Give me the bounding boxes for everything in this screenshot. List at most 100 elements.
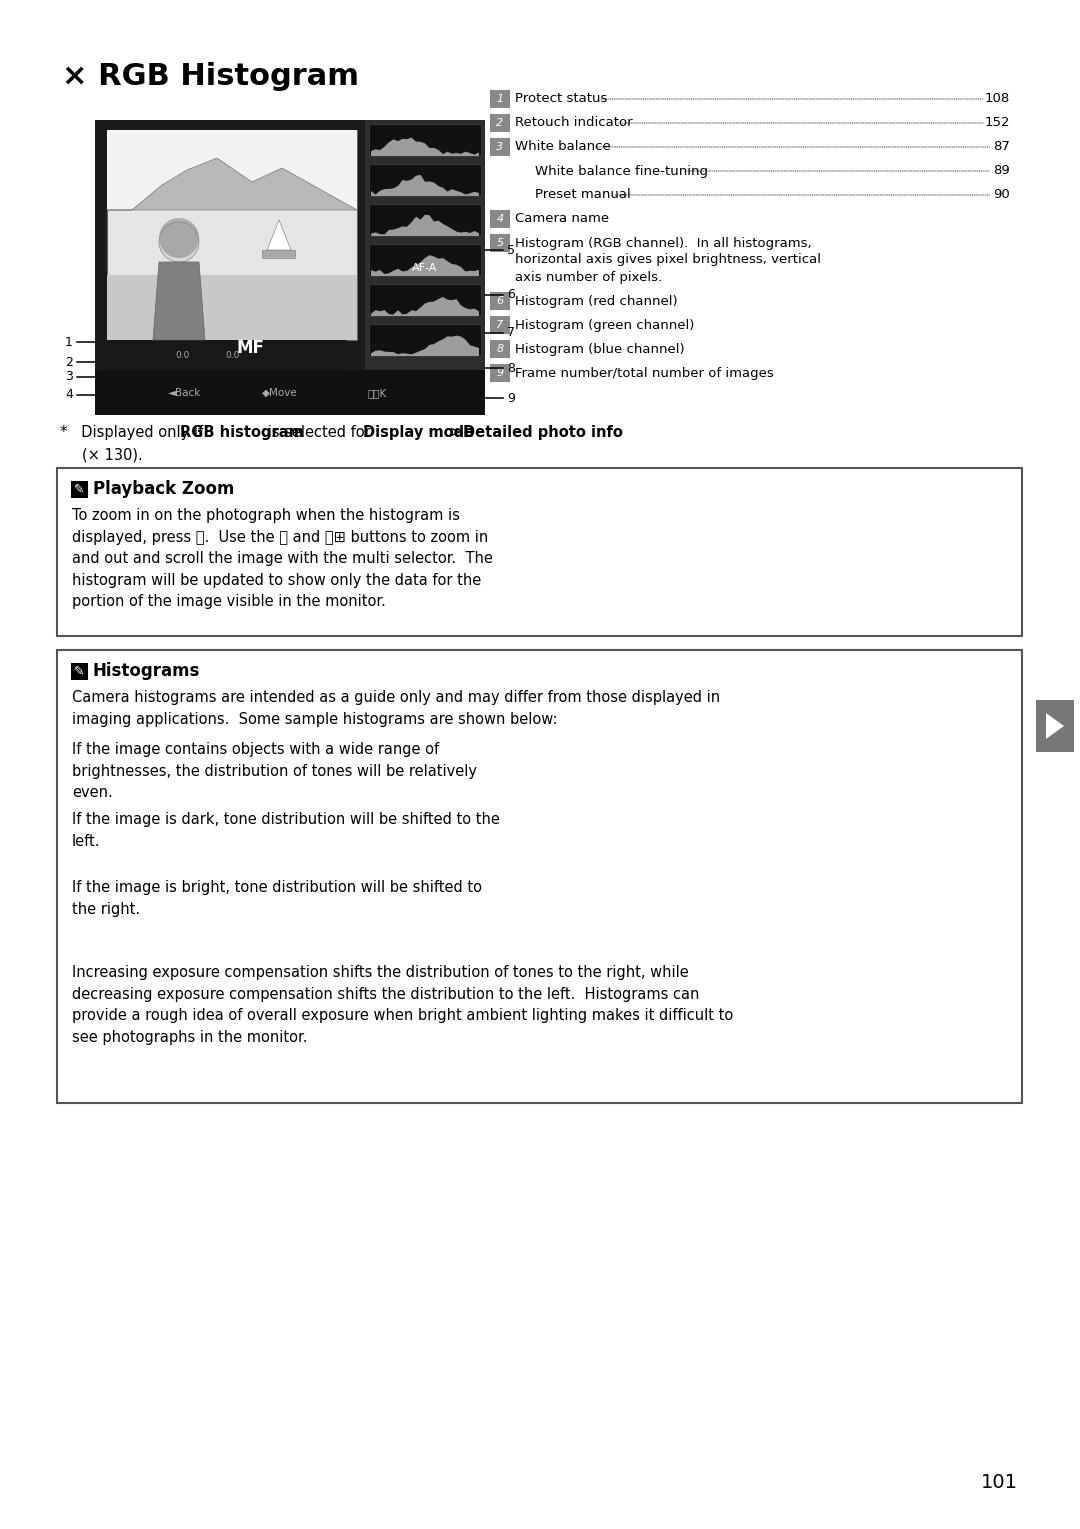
Text: 7: 7 — [497, 320, 503, 330]
Bar — [369, 203, 481, 235]
Text: Detailed photo info: Detailed photo info — [463, 425, 623, 440]
Text: If the image is dark, tone distribution will be shifted to the
left.: If the image is dark, tone distribution … — [72, 812, 500, 849]
Text: 4: 4 — [497, 214, 503, 225]
Text: × RGB Histogram: × RGB Histogram — [62, 63, 359, 92]
Text: Displayed only if: Displayed only if — [72, 425, 207, 440]
Polygon shape — [372, 174, 480, 196]
Text: 89: 89 — [994, 165, 1010, 177]
Bar — [71, 664, 87, 680]
Text: horizontal axis gives pixel brightness, vertical: horizontal axis gives pixel brightness, … — [515, 254, 821, 266]
Text: Histogram (blue channel): Histogram (blue channel) — [515, 342, 685, 356]
Text: Frame number/total number of images: Frame number/total number of images — [515, 367, 773, 379]
Bar — [490, 234, 510, 252]
Bar — [490, 339, 510, 358]
Bar — [262, 251, 295, 258]
Text: White balance fine-tuning: White balance fine-tuning — [535, 165, 708, 177]
Text: >: > — [445, 425, 467, 440]
Text: White balance: White balance — [515, 141, 611, 153]
Text: 6: 6 — [507, 289, 515, 301]
Text: ◄Back: ◄Back — [168, 388, 202, 398]
Bar — [369, 124, 481, 156]
Text: Histogram (red channel): Histogram (red channel) — [515, 295, 677, 307]
Bar — [107, 130, 357, 209]
Text: MF: MF — [237, 339, 264, 356]
Bar — [369, 164, 481, 196]
Text: If the image contains objects with a wide range of
brightnesses, the distributio: If the image contains objects with a wid… — [72, 742, 477, 800]
Text: Display mode: Display mode — [363, 425, 474, 440]
Polygon shape — [267, 220, 291, 251]
Text: 0.0: 0.0 — [175, 350, 189, 359]
Text: 3: 3 — [65, 370, 73, 384]
Text: 2: 2 — [497, 118, 503, 128]
Bar — [369, 245, 481, 277]
Bar — [107, 339, 347, 370]
Text: 9: 9 — [507, 391, 515, 405]
Bar — [57, 468, 1022, 636]
Circle shape — [159, 222, 199, 261]
Bar — [490, 115, 510, 131]
Bar — [1036, 700, 1074, 752]
Text: Preset manual: Preset manual — [535, 188, 631, 202]
Bar — [95, 370, 485, 414]
Text: 8: 8 — [497, 344, 503, 355]
Bar — [490, 90, 510, 109]
Bar — [490, 317, 510, 333]
Text: 3: 3 — [497, 142, 503, 151]
Polygon shape — [372, 138, 480, 156]
Bar — [365, 119, 485, 370]
Polygon shape — [372, 214, 480, 235]
Bar — [369, 324, 481, 356]
Bar — [71, 482, 87, 498]
Polygon shape — [372, 297, 480, 317]
Text: To zoom in on the photograph when the histogram is
displayed, press ⓠ.  Use the : To zoom in on the photograph when the hi… — [72, 508, 492, 610]
Text: 5: 5 — [497, 239, 503, 248]
Bar — [107, 275, 357, 339]
Text: 4: 4 — [65, 388, 73, 402]
Text: (× 130).: (× 130). — [82, 446, 143, 462]
Text: Retouch indicator: Retouch indicator — [515, 116, 633, 130]
Text: 2: 2 — [65, 356, 73, 368]
Text: Histogram (RGB channel).  In all histograms,: Histogram (RGB channel). In all histogra… — [515, 237, 812, 249]
Text: 152: 152 — [985, 116, 1010, 130]
Text: 87: 87 — [994, 141, 1010, 153]
Polygon shape — [107, 157, 357, 209]
Polygon shape — [153, 261, 205, 339]
Text: Camera histograms are intended as a guide only and may differ from those display: Camera histograms are intended as a guid… — [72, 690, 720, 726]
Bar — [490, 364, 510, 382]
Text: 9: 9 — [497, 368, 503, 378]
Text: Histograms: Histograms — [93, 662, 201, 680]
Text: Camera name: Camera name — [515, 213, 609, 225]
Circle shape — [159, 219, 199, 258]
Text: 90: 90 — [994, 188, 1010, 202]
Bar — [107, 130, 357, 339]
Text: If the image is bright, tone distribution will be shifted to
the right.: If the image is bright, tone distributio… — [72, 881, 482, 916]
Text: Playback Zoom: Playback Zoom — [93, 480, 234, 498]
Polygon shape — [1047, 713, 1064, 739]
Text: AF-A: AF-A — [413, 263, 437, 274]
Bar — [490, 209, 510, 228]
Text: RGB histogram: RGB histogram — [180, 425, 303, 440]
Polygon shape — [372, 335, 480, 356]
Text: 8: 8 — [507, 361, 515, 375]
Text: Increasing exposure compensation shifts the distribution of tones to the right, : Increasing exposure compensation shifts … — [72, 965, 733, 1044]
Text: axis number of pixels.: axis number of pixels. — [515, 271, 662, 283]
Text: Protect status: Protect status — [515, 92, 607, 106]
Text: Histogram (green channel): Histogram (green channel) — [515, 318, 694, 332]
Text: ◆Move: ◆Move — [262, 388, 298, 398]
Text: *: * — [60, 425, 68, 440]
Text: 101: 101 — [981, 1472, 1018, 1492]
Text: 5: 5 — [507, 243, 515, 257]
Bar — [57, 650, 1022, 1102]
Text: ⓄⓄK: ⓄⓄK — [367, 388, 387, 398]
Text: 1: 1 — [65, 335, 73, 349]
Text: ✎: ✎ — [75, 483, 84, 495]
Bar — [95, 119, 485, 414]
Text: 7: 7 — [507, 327, 515, 339]
Polygon shape — [372, 255, 480, 277]
Bar — [490, 138, 510, 156]
Text: 0.0: 0.0 — [225, 350, 240, 359]
Bar — [369, 284, 481, 317]
Bar — [490, 292, 510, 310]
Text: is selected for: is selected for — [264, 425, 376, 440]
Text: 6: 6 — [497, 297, 503, 306]
